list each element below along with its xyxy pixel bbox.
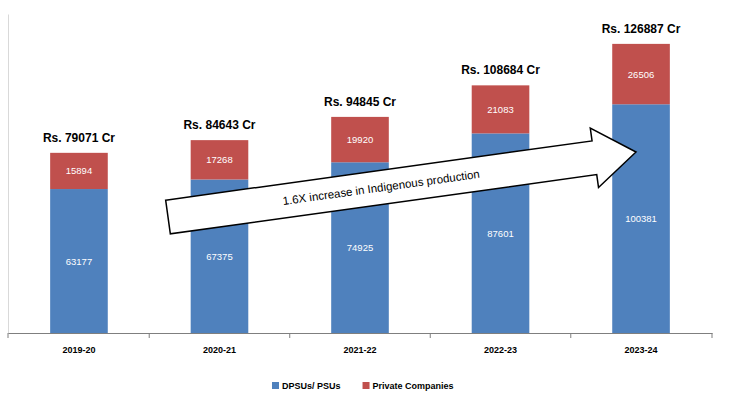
data-label: 19920 bbox=[347, 134, 373, 145]
data-label: 21083 bbox=[487, 104, 513, 115]
x-tick: 2019-20 bbox=[62, 333, 95, 355]
data-label: 74925 bbox=[347, 242, 373, 253]
arrow-shape bbox=[164, 122, 640, 246]
data-label: 87601 bbox=[487, 228, 513, 239]
y-axis bbox=[8, 15, 9, 334]
total-label: Rs. 84643 Cr bbox=[183, 118, 255, 132]
legend-label: Private Companies bbox=[373, 381, 454, 391]
x-axis-line bbox=[9, 333, 713, 334]
x-axis: 2019-20 2020-21 2021-22 2022-23 2023-24 bbox=[9, 333, 713, 355]
total-label: Rs. 126887 Cr bbox=[602, 22, 681, 36]
category-separators bbox=[8, 333, 712, 338]
legend: DPSUs/ PSUs Private Companies bbox=[272, 381, 454, 391]
x-tick-label: 2023-24 bbox=[625, 345, 658, 355]
bar-segment bbox=[612, 104, 670, 333]
bar-segment bbox=[331, 117, 389, 162]
legend-item: DPSUs/ PSUs bbox=[272, 381, 341, 391]
legend-item: Private Companies bbox=[363, 381, 454, 391]
bar-segment bbox=[50, 189, 108, 333]
category-separator bbox=[712, 333, 713, 338]
bar-segment bbox=[50, 153, 108, 189]
category-separator bbox=[570, 333, 571, 338]
annotation-arrow: 1.6X increase in Indigenous production bbox=[164, 122, 640, 246]
data-labels: 63177 67375 74925 87601 100381 15894 17268 1992… bbox=[66, 69, 657, 267]
x-tick-label: 2020-21 bbox=[203, 345, 236, 355]
category-separator bbox=[8, 333, 9, 338]
bar-segment bbox=[472, 85, 530, 133]
x-tick: 2021-22 bbox=[343, 333, 376, 355]
data-label: 17268 bbox=[206, 154, 232, 165]
total-labels: Rs. 79071 Cr Rs. 84643 Cr Rs. 94845 Cr Rs. … bbox=[43, 22, 681, 145]
annotation: 1.6X increase in Indigenous production bbox=[282, 168, 481, 207]
bars bbox=[50, 44, 670, 333]
total-label: Rs. 79071 Cr bbox=[43, 131, 115, 145]
data-label: 63177 bbox=[66, 256, 92, 267]
data-label: 15894 bbox=[66, 165, 92, 176]
legend-swatch bbox=[363, 382, 370, 389]
category-separator bbox=[149, 333, 150, 338]
category-separator bbox=[289, 333, 290, 338]
bar-series bbox=[50, 104, 670, 333]
bar-segment bbox=[191, 140, 249, 179]
x-tick-label: 2019-20 bbox=[62, 345, 95, 355]
y-axis-line bbox=[8, 15, 9, 334]
bar-segment bbox=[612, 44, 670, 104]
x-tick: 2022-23 bbox=[484, 333, 517, 355]
data-label: 67375 bbox=[206, 251, 232, 262]
data-label: 26506 bbox=[628, 69, 654, 80]
category-separator bbox=[430, 333, 431, 338]
x-tick: 2020-21 bbox=[203, 333, 236, 355]
total-label: Rs. 94845 Cr bbox=[324, 95, 396, 109]
chart: 2019-20 2020-21 2021-22 2022-23 2023-24 1.6X … bbox=[0, 0, 750, 405]
legend-label: DPSUs/ PSUs bbox=[282, 381, 341, 391]
x-tick-label: 2022-23 bbox=[484, 345, 517, 355]
data-label: 100381 bbox=[625, 213, 657, 224]
legend-swatch bbox=[272, 382, 279, 389]
x-tick: 2023-24 bbox=[625, 333, 658, 355]
x-tick-label: 2021-22 bbox=[343, 345, 376, 355]
total-label: Rs. 108684 Cr bbox=[461, 63, 540, 77]
